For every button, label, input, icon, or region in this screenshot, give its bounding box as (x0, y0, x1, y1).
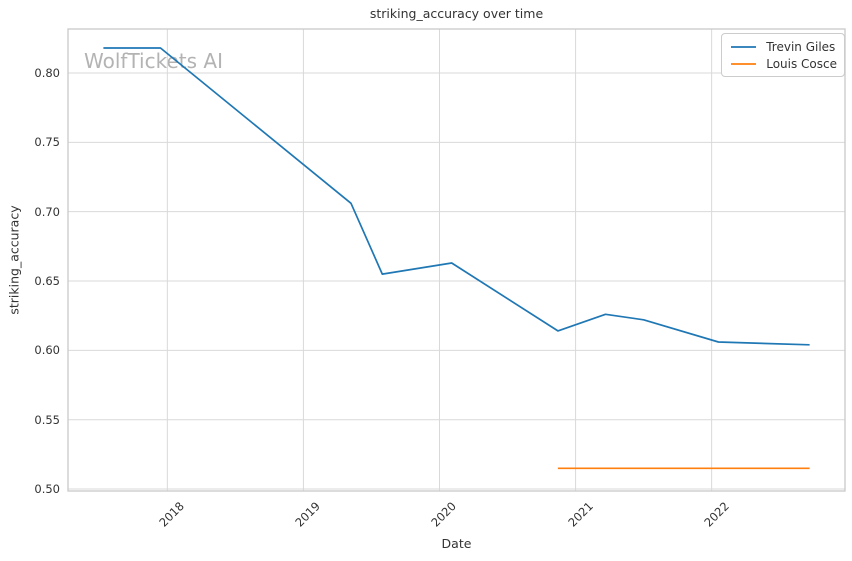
legend-item-louis-cosce: Louis Cosce (729, 55, 837, 72)
y-tick-label: 0.80 (34, 65, 60, 80)
legend-line-swatch-orange (731, 62, 757, 65)
y-tick-label: 0.65 (34, 274, 60, 288)
chart-title: striking_accuracy over time (369, 6, 544, 21)
x-axis-label: Date (441, 536, 472, 551)
legend-label-trevin-giles: Trevin Giles (766, 39, 836, 54)
y-tick-label: 0.75 (34, 135, 60, 150)
series-line-trevin-giles (103, 47, 810, 346)
axes-spines (67, 28, 846, 492)
y-tick-label: 0.70 (34, 204, 60, 219)
legend: Trevin Giles Louis Cosce (721, 33, 845, 77)
legend-line-swatch-blue (731, 45, 757, 48)
legend-label-louis-cosce: Louis Cosce (766, 56, 837, 71)
y-tick-label: 0.60 (34, 343, 60, 358)
watermark-text: WolfTickets AI (84, 49, 223, 73)
legend-item-trevin-giles: Trevin Giles (729, 38, 837, 55)
y-tick-label: 0.50 (34, 482, 60, 497)
y-tick-label: 0.55 (34, 412, 60, 427)
